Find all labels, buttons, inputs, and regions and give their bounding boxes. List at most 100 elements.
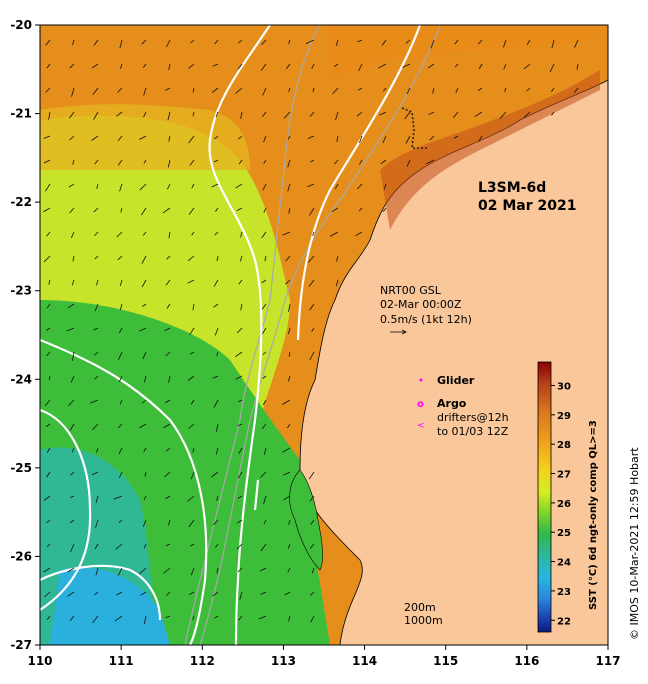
current-vector — [309, 351, 315, 361]
current-vector — [72, 39, 75, 46]
current-vector — [287, 327, 291, 335]
current-vector — [238, 399, 243, 402]
current-vector — [308, 279, 315, 287]
current-vector — [46, 231, 51, 237]
sst-contour — [208, 25, 271, 645]
current-vector — [143, 375, 147, 383]
current-vector — [43, 207, 51, 213]
current-vector — [119, 399, 123, 405]
current-vector — [309, 543, 315, 549]
current-vector — [287, 423, 291, 429]
current-vector — [94, 231, 99, 236]
current-vector — [262, 375, 267, 379]
current-vector — [166, 303, 171, 309]
current-vector — [262, 399, 267, 406]
current-vectors — [43, 39, 579, 625]
current-vector — [211, 87, 219, 93]
current-vector — [141, 255, 147, 264]
current-vector — [288, 519, 291, 525]
current-vector — [236, 207, 243, 211]
current-vector — [288, 303, 291, 312]
current-vector — [477, 87, 483, 91]
current-vector — [236, 327, 243, 334]
current-vector — [164, 471, 171, 478]
current-vector — [118, 519, 123, 523]
current-vector — [238, 39, 243, 44]
current-vector — [142, 303, 147, 307]
current-vector — [96, 447, 99, 453]
glider-track — [401, 107, 428, 149]
current-vector — [356, 111, 363, 117]
y-tick-label: -26 — [10, 549, 32, 563]
current-vector — [261, 303, 267, 310]
current-vector — [526, 87, 531, 92]
current-vector — [216, 255, 219, 262]
current-vector — [378, 63, 387, 69]
current-vector — [211, 183, 219, 188]
current-vector — [69, 111, 75, 119]
current-vector — [311, 327, 315, 332]
current-vector — [93, 351, 99, 356]
current-vector — [48, 111, 51, 120]
current-vector — [67, 567, 75, 573]
current-vector — [166, 39, 171, 48]
current-vector — [119, 39, 123, 49]
sst-contour — [40, 338, 208, 645]
current-vector — [118, 327, 123, 334]
current-vector — [216, 567, 219, 574]
current-vector — [139, 327, 147, 332]
current-vector — [215, 423, 219, 432]
current-vector — [166, 591, 171, 596]
y-tick-label: -27 — [10, 638, 32, 652]
current-vector — [503, 63, 507, 70]
current-vector — [214, 39, 219, 45]
current-vector — [331, 207, 339, 213]
current-vector — [474, 111, 483, 117]
current-vector — [48, 279, 51, 285]
current-vector — [215, 447, 219, 455]
legend-argo-label: Argo — [437, 397, 467, 410]
current-vector — [190, 471, 195, 480]
current-vector — [380, 159, 387, 165]
current-vector — [92, 615, 99, 624]
current-vector — [382, 135, 387, 144]
current-vector — [187, 279, 195, 284]
current-vector — [94, 543, 99, 550]
current-vector — [168, 63, 171, 70]
current-vector — [188, 207, 195, 215]
current-vector — [406, 159, 411, 167]
current-vector — [236, 543, 243, 550]
current-vector — [238, 159, 243, 165]
current-vector — [263, 135, 267, 143]
current-vector — [311, 567, 315, 574]
current-vector — [263, 159, 267, 164]
y-tick-label: -25 — [10, 461, 32, 475]
current-vector — [45, 39, 51, 46]
colorbar-ticks: 30 29 28 27 26 25 24 23 22 — [551, 381, 571, 627]
current-vector — [549, 63, 555, 73]
current-vector — [237, 63, 243, 70]
current-vector — [235, 183, 243, 189]
current-vector — [116, 111, 123, 117]
current-vector — [237, 495, 243, 499]
current-vector — [45, 471, 51, 478]
current-vector — [287, 135, 291, 140]
current-vector — [359, 135, 363, 143]
current-vector — [94, 303, 99, 312]
current-vector — [264, 255, 267, 262]
current-vector — [117, 255, 123, 261]
current-vector — [118, 351, 123, 361]
current-vector — [192, 303, 195, 311]
current-vector — [282, 495, 291, 501]
current-vector — [452, 111, 459, 119]
current-vector — [309, 207, 315, 216]
current-vector — [213, 159, 219, 163]
current-vector — [240, 231, 243, 238]
current-vector — [143, 495, 147, 501]
current-vector — [142, 231, 147, 236]
legend-drifters-date: to 01/03 12Z — [437, 425, 509, 438]
current-vector — [115, 543, 123, 550]
current-vector — [117, 87, 123, 93]
current-vector — [282, 447, 291, 453]
current-vector — [454, 63, 459, 68]
